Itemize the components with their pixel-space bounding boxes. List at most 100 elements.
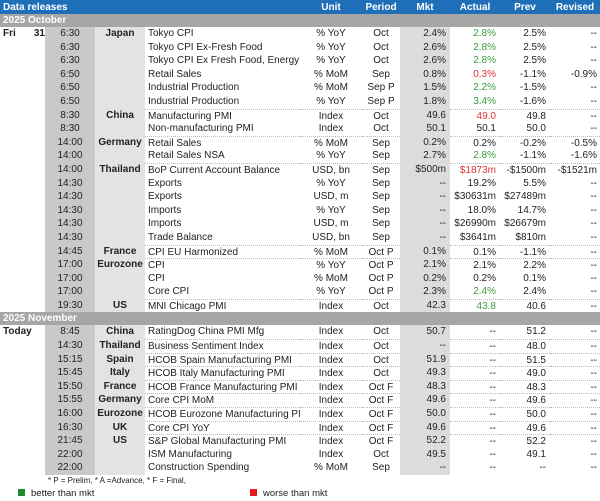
revised-cell: -1.6% — [570, 150, 597, 162]
day-cell — [0, 163, 32, 177]
table-row[interactable]: 22:00 Construction Spending % MoM Sep -- -- --… — [0, 461, 600, 475]
table-row[interactable]: Today 8:45 China RatingDog China PMI Mfg Ind… — [0, 325, 600, 340]
mkt-cell: 1.5% — [400, 81, 450, 95]
revised-cell: -- — [550, 352, 600, 367]
unit-cell: % YoY — [316, 286, 346, 298]
table-row[interactable]: 22:00 ISM Manufacturing Index Oct 49.5 -- 49.1… — [0, 447, 600, 462]
event-cell: Core CPI MoM — [145, 393, 300, 407]
actual-cell: 2.8% — [473, 41, 496, 53]
table-row[interactable]: 14:30 Exports USD, m Sep -- $30631m $27489m -- — [0, 190, 600, 204]
time-cell: 17:00 — [45, 271, 95, 286]
table-row[interactable]: 15:45 Italy HCOB Italy Manufacturing PMI In… — [0, 366, 600, 380]
time-cell: 6:50 — [45, 67, 95, 82]
table-row[interactable]: 15:15 Spain HCOB Spain Manufacturing PMI In… — [0, 352, 600, 367]
actual-cell: -- — [489, 462, 496, 474]
event-cell: HCOB Eurozone Manufacturing PMI — [145, 407, 300, 421]
period-cell: Sep P — [367, 95, 395, 107]
table-row[interactable]: 6:50 Industrial Production % MoM Sep P 1.5% 2… — [0, 81, 600, 95]
table-row[interactable]: 15:55 Germany Core CPI MoM Index Oct F 49.6 --… — [0, 393, 600, 408]
event-cell: RatingDog China PMI Mfg — [148, 326, 265, 338]
table-row[interactable]: 6:50 Retail Sales % MoM Sep 0.8% 0.3% -1.1% -0.… — [0, 67, 600, 82]
table-row[interactable]: 14:30 Exports % YoY Sep -- 19.2% 5.5% -- — [0, 176, 600, 191]
country-cell — [95, 54, 145, 68]
table-row[interactable]: 14:30 Trade Balance USD, bn Sep -- $3641m $810… — [0, 230, 600, 245]
table-row[interactable]: 14:00 Germany Retail Sales% MoM Sep 0.2% 0.2%… — [0, 135, 600, 150]
unit-cell: USD, bn — [312, 231, 350, 243]
mkt-cell: 49.6 — [400, 393, 450, 408]
table-row[interactable]: 19:30 US MNI Chicago PMI Index Oct 42.3 43.8 40… — [0, 298, 600, 313]
period-cell: Sep — [372, 231, 390, 243]
event-cell: Exports — [148, 177, 182, 189]
period-cell: Oct P — [368, 286, 394, 298]
unit-cell: Index — [300, 108, 362, 123]
revised-cell: -- — [590, 95, 597, 107]
table-row[interactable]: 14:00 Thailand BoP Current Account Balance… — [0, 162, 600, 177]
table-row[interactable]: 8:30 Non-manufacturing PMI Index Oct 50.1 50.… — [0, 122, 600, 136]
revised-cell: -- — [590, 218, 597, 230]
revised-cell: -$1521m — [550, 162, 600, 177]
event-cell: Non-manufacturing PMI — [148, 123, 254, 135]
table-row[interactable]: 16:30 UK Core CPI YoY Index Oct F 49.6 -- 49.6-… — [0, 420, 600, 435]
unit-cell: Index — [300, 379, 362, 394]
event-cell: CPI EU Harmonized — [145, 244, 300, 259]
table-row[interactable]: 14:45 France CPI EU Harmonized% MoM Oct P 0.… — [0, 244, 600, 259]
prev-cell: 52.2 — [500, 434, 550, 448]
unit-cell: USD, m — [313, 191, 349, 203]
table-row[interactable]: 6:50 Industrial Production % YoY Sep P 1.8% 3… — [0, 94, 600, 109]
legend: better than mkt worse than mkt — [0, 487, 600, 501]
table-row[interactable]: 6:30 Tokyo CPI Ex-Fresh Food % YoY Oct 2.6% 2… — [0, 40, 600, 55]
actual-cell: 2.2% — [473, 82, 496, 94]
unit-cell: Index — [300, 407, 362, 421]
table-row[interactable]: 14:30 Imports USD, m Sep -- $26990m $26679m -- — [0, 217, 600, 231]
period-cell: Oct — [362, 108, 400, 123]
prev-cell: 2.2% — [500, 258, 550, 272]
col-revised: Revised — [555, 1, 595, 13]
period-cell: Oct F — [362, 393, 400, 407]
day-cell — [0, 149, 32, 163]
country-cell — [95, 67, 145, 82]
country-cell: China — [95, 325, 145, 340]
table-row[interactable]: 15:50 France HCOB France Manufacturing PMI… — [0, 379, 600, 394]
date-cell — [32, 393, 45, 407]
revised-cell: -- — [550, 379, 600, 394]
table-row[interactable]: 17:00 Eurozone CPI% YoY Oct P 2.1% 2.1% 2.2% -- — [0, 258, 600, 272]
table-row[interactable]: Fri 31 6:30 Japan Tokyo CPI % YoY Oct 2.4% 2.8% 2… — [0, 27, 600, 41]
period-cell: Sep — [362, 135, 400, 150]
table-row[interactable]: 6:30 Tokyo CPI Ex Fresh Food, Energy % YoY… — [0, 54, 600, 68]
date-cell — [32, 285, 45, 299]
actual-cell: -- — [450, 379, 500, 394]
unit-cell: Index — [318, 448, 344, 460]
table-row[interactable]: 8:30 China Manufacturing PMI Index Oct 49.6 49… — [0, 108, 600, 123]
table-row[interactable]: 14:00 Retail Sales NSA % YoY Sep 2.7% 2.8% -1.… — [0, 149, 600, 163]
time-cell: 22:00 — [45, 461, 95, 475]
legend-better: better than mkt — [18, 487, 250, 501]
date-cell — [32, 299, 45, 313]
table-row[interactable]: 14:30 Thailand Business Sentiment Index Ind… — [0, 339, 600, 353]
table-row[interactable]: 16:00 Eurozone HCOB Eurozone Manufacturing… — [0, 407, 600, 421]
unit-cell: Index — [300, 298, 362, 313]
table-row[interactable]: 21:45 US S&P Global Manufacturing PMI Index… — [0, 434, 600, 448]
date-cell — [32, 339, 45, 353]
period-cell: Oct F — [362, 420, 400, 435]
mkt-cell: 49.6 — [400, 420, 450, 435]
table-row[interactable]: 17:00 CPI % MoM Oct P 0.2% 0.2% 0.1% -- — [0, 271, 600, 286]
unit-cell: % MoM — [300, 135, 362, 150]
prev-cell: 48.0 — [500, 339, 550, 353]
country-cell — [95, 149, 145, 163]
country-cell — [95, 230, 145, 245]
table-row[interactable]: 14:30 Imports % YoY Sep -- 18.0% 14.7% -- — [0, 203, 600, 218]
prev-cell: 5.5% — [523, 177, 546, 189]
table-row[interactable]: 17:00 Core CPI % YoY Oct P 2.3% 2.4% 2.4% -- — [0, 285, 600, 299]
time-cell: 8:30 — [45, 122, 95, 136]
prev-cell: -0.2% — [500, 135, 550, 150]
mkt-cell: -- — [400, 217, 450, 231]
time-cell: 17:00 — [45, 258, 95, 272]
time-cell: 14:30 — [45, 230, 95, 245]
date-cell — [32, 81, 45, 95]
unit-cell: % MoM — [300, 244, 362, 259]
day-cell — [0, 204, 32, 218]
unit-cell: % YoY — [316, 41, 346, 53]
date-cell — [32, 231, 45, 245]
day-cell — [0, 380, 32, 394]
mkt-cell: 2.4% — [400, 27, 450, 41]
